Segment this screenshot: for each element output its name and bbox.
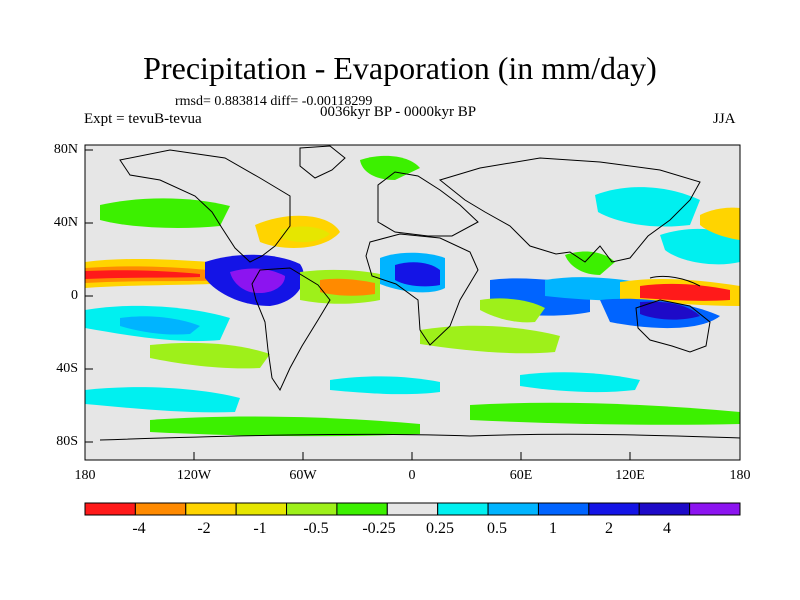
colorbar-label: 0.5 (487, 520, 507, 537)
colorbar-swatch (235, 502, 288, 516)
colorbar-swatch (537, 502, 590, 516)
lon-label-120e: 120E (615, 468, 645, 483)
lat-label-40n: 40N (53, 215, 78, 230)
stats-text: rmsd= 0.883814 diff= -0.00118299 (175, 94, 373, 109)
lat-label-80n: 80N (53, 142, 78, 157)
lon-label-60e: 60E (509, 468, 533, 483)
colorbar-swatch (638, 502, 691, 516)
colorbar-label: 2 (605, 520, 613, 537)
coastlines (99, 145, 740, 441)
colorbar-swatch (84, 502, 136, 516)
colorbar-label: 0.25 (426, 520, 454, 537)
colorbar-swatch (588, 502, 640, 516)
colorbar-label: 1 (549, 520, 557, 537)
colorbar-swatch (689, 502, 741, 516)
colorbar-swatch (487, 502, 539, 516)
lat-label-0: 0 (71, 288, 78, 303)
colorbar-swatch (437, 502, 489, 516)
axis-ticks (84, 149, 741, 460)
lon-label-60w: 60W (289, 468, 317, 483)
colorbar-label: -0.5 (303, 520, 329, 537)
period-label: 0036kyr BP - 0000kyr BP (320, 104, 477, 120)
map-field (85, 145, 740, 460)
lon-label-180w: 180 (74, 468, 96, 483)
colorbar-label: -2 (197, 520, 211, 537)
colorbar-swatch (386, 502, 439, 516)
experiment-label: Expt = tevuB-tevua (84, 111, 202, 127)
colorbar-label: -4 (132, 520, 146, 537)
lon-label-180e: 180 (729, 468, 751, 483)
colorbar-swatch (286, 502, 338, 516)
lon-label-120w: 120W (176, 468, 212, 483)
lat-label-80s: 80S (56, 434, 78, 449)
colorbar-swatch (134, 502, 187, 516)
colorbar (84, 502, 741, 516)
colorbar-label: -1 (253, 520, 267, 537)
colorbar-swatch (185, 502, 237, 516)
lon-label-0: 0 (408, 468, 416, 483)
season-label: JJA (713, 111, 736, 127)
lat-label-40s: 40S (56, 361, 78, 376)
colorbar-label: -0.25 (362, 520, 396, 537)
plot-title: Precipitation - Evaporation (in mm/day) (143, 50, 657, 86)
colorbar-swatch (336, 502, 388, 516)
colorbar-label: 4 (663, 520, 671, 537)
